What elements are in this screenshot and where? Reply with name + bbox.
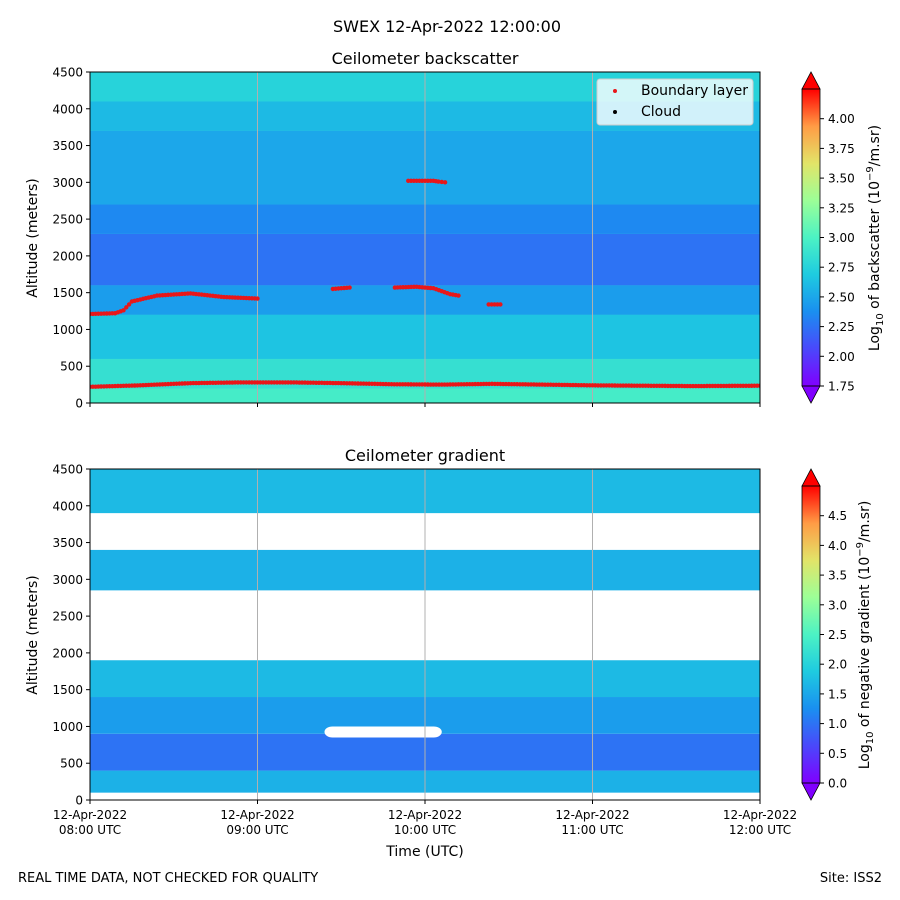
colorbar-tick-label: 1.5 [828,687,847,701]
y-tick-label: 0 [75,794,83,808]
gradient-colorbar-max-arrow [801,468,821,487]
gradient-no-data-gap [324,726,442,738]
backscatter-colorbar-label: Log10 of backscatter (10−9/m.sr) [865,125,886,351]
x-tick-label-date: 12-Apr-2022 [220,808,294,822]
x-tick-label-date: 12-Apr-2022 [555,808,629,822]
figure-suptitle: SWEX 12-Apr-2022 12:00:00 [333,17,561,36]
gradient-ylabel: Altitude (meters) [25,575,41,695]
colorbar-tick-label: 4.0 [828,539,847,553]
footer-site: Site: ISS2 [820,871,882,886]
backscatter-title: Ceilometer backscatter [332,49,519,68]
boundary-layer-point [439,179,444,185]
colorbar-tick-label: 2.25 [828,320,855,334]
legend-box [596,78,754,126]
gradient-xlabel: Time (UTC) [385,844,463,860]
y-tick-label: 0 [75,397,83,411]
boundary-layer-point [124,305,129,310]
boundary-layer-point [255,296,260,301]
y-tick-label: 2000 [52,646,83,660]
y-tick-label: 500 [60,757,83,771]
boundary-layer-point [121,308,126,313]
legend-marker-boundary-layer [613,89,617,93]
boundary-layer-point [456,293,461,298]
y-tick-label: 3500 [52,139,83,153]
y-tick-label: 1500 [52,683,83,697]
boundary-layer-point [436,179,441,184]
colorbar-tick-label: 0.0 [828,777,847,791]
colorbar-tick-label: 2.75 [828,261,855,275]
colorbar-tick-label: 3.00 [828,231,855,245]
footer-quality-note: REAL TIME DATA, NOT CHECKED FOR QUALITY [18,871,318,886]
y-tick-label: 2500 [52,610,83,624]
colorbar-tick-label: 1.75 [828,380,855,394]
boundary-layer-point [498,302,503,307]
y-tick-label: 1000 [52,720,83,734]
backscatter-colorbar-min-arrow [801,385,821,404]
backscatter-colorbar-gradient [802,89,820,386]
gradient-colorbar-ticks: 0.0 0.5 1.0 1.5 2.0 2.5 3.0 3.5 4.0 4.5 [820,509,847,791]
colorbar-tick-label: 2.5 [828,628,847,642]
legend-label-boundary-layer: Boundary layer [641,83,748,99]
legend-marker-cloud [613,110,617,114]
boundary-layer-point [757,383,760,388]
y-tick-label: 3000 [52,176,83,190]
backscatter-panel: Ceilometer backscatter 0 500 1000 1500 2000 2… [25,49,886,411]
y-tick-label: 3500 [52,536,83,550]
y-tick-label: 4000 [52,102,83,116]
gradient-title: Ceilometer gradient [345,446,505,465]
backscatter-gridlines [257,72,593,403]
boundary-layer-point [442,180,448,185]
gradient-gridlines [257,469,593,800]
x-tick-label-date: 12-Apr-2022 [53,808,127,822]
colorbar-tick-label: 4.5 [828,509,847,523]
y-tick-label: 4500 [52,66,83,80]
y-tick-label: 4500 [52,463,83,477]
colorbar-tick-label: 3.75 [828,142,855,156]
backscatter-x-ticks [89,403,761,407]
colorbar-tick-label: 3.5 [828,569,847,583]
gradient-colorbar-gradient [802,486,820,783]
x-tick-label-date: 12-Apr-2022 [388,808,462,822]
colorbar-tick-label: 2.00 [828,350,855,364]
colorbar-tick-label: 3.50 [828,172,855,186]
backscatter-y-ticks: 0 500 1000 1500 2000 2500 3000 3500 4000 4500 [52,66,90,411]
colorbar-tick-label: 3.0 [828,598,847,612]
colorbar-tick-label: 2.0 [828,658,847,672]
x-tick-label-time: 10:00 UTC [394,823,456,837]
colorbar-tick-label: 1.0 [828,717,847,731]
y-tick-label: 2500 [52,213,83,227]
x-tick-label-time: 11:00 UTC [561,823,623,837]
legend-label-cloud: Cloud [641,104,681,120]
boundary-layer-point [347,285,352,290]
y-tick-label: 3000 [52,573,83,587]
y-tick-label: 500 [60,360,83,374]
backscatter-ylabel: Altitude (meters) [25,178,41,298]
colorbar-tick-label: 4.00 [828,112,855,126]
gradient-panel: Ceilometer gradient 0 500 1000 1500 2000 2500… [25,446,876,860]
gradient-colorbar-min-arrow [801,782,821,801]
gradient-y-ticks: 0 500 1000 1500 2000 2500 3000 3500 4000 4500 [52,463,90,808]
y-tick-label: 4000 [52,499,83,513]
x-tick-label-date: 12-Apr-2022 [723,808,797,822]
x-tick-label-time: 09:00 UTC [226,823,288,837]
backscatter-legend: Boundary layer Cloud [596,78,754,126]
boundary-layer-points [90,178,760,390]
y-tick-label: 2000 [52,249,83,263]
backscatter-colorbar-ticks: 1.75 2.00 2.25 2.50 2.75 3.00 3.25 3.50 3.75 4.00 [820,112,855,394]
colorbar-tick-label: 2.50 [828,290,855,304]
gradient-colorbar: 0.0 0.5 1.0 1.5 2.0 2.5 3.0 3.5 4.0 4.5 Log10 of … [801,468,876,801]
colorbar-tick-label: 3.25 [828,201,855,215]
y-tick-label: 1500 [52,286,83,300]
boundary-layer-point [126,302,132,307]
gradient-colorbar-label: Log10 of negative gradient (10−9/m.sr) [855,501,876,770]
y-tick-label: 1000 [52,323,83,337]
backscatter-colorbar: 1.75 2.00 2.25 2.50 2.75 3.00 3.25 3.50 3.75 4.00… [801,71,886,404]
backscatter-colorbar-max-arrow [801,71,821,90]
x-tick-label-time: 08:00 UTC [59,823,121,837]
x-tick-label-time: 12:00 UTC [729,823,791,837]
colorbar-tick-label: 0.5 [828,747,847,761]
